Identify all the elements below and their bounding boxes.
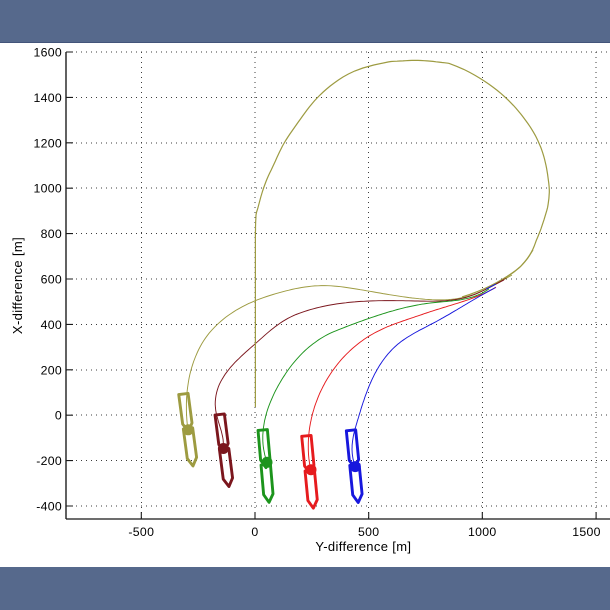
svg-text:600: 600: [41, 273, 62, 287]
svg-text:-200: -200: [36, 454, 62, 468]
svg-text:800: 800: [41, 227, 62, 241]
svg-text:X-difference [m]: X-difference [m]: [10, 237, 25, 334]
svg-text:1000: 1000: [33, 182, 62, 196]
svg-text:1400: 1400: [33, 91, 62, 105]
svg-text:1600: 1600: [33, 46, 62, 60]
svg-text:0: 0: [251, 525, 258, 539]
svg-text:-400: -400: [36, 500, 62, 514]
svg-text:1200: 1200: [33, 136, 62, 150]
svg-text:0: 0: [55, 409, 62, 423]
svg-text:Y-difference [m]: Y-difference [m]: [315, 539, 411, 554]
svg-text:200: 200: [41, 363, 62, 377]
svg-text:1000: 1000: [468, 525, 497, 539]
svg-text:500: 500: [358, 525, 379, 539]
svg-text:-500: -500: [128, 525, 154, 539]
svg-text:400: 400: [41, 318, 62, 332]
svg-text:1500: 1500: [572, 525, 601, 539]
